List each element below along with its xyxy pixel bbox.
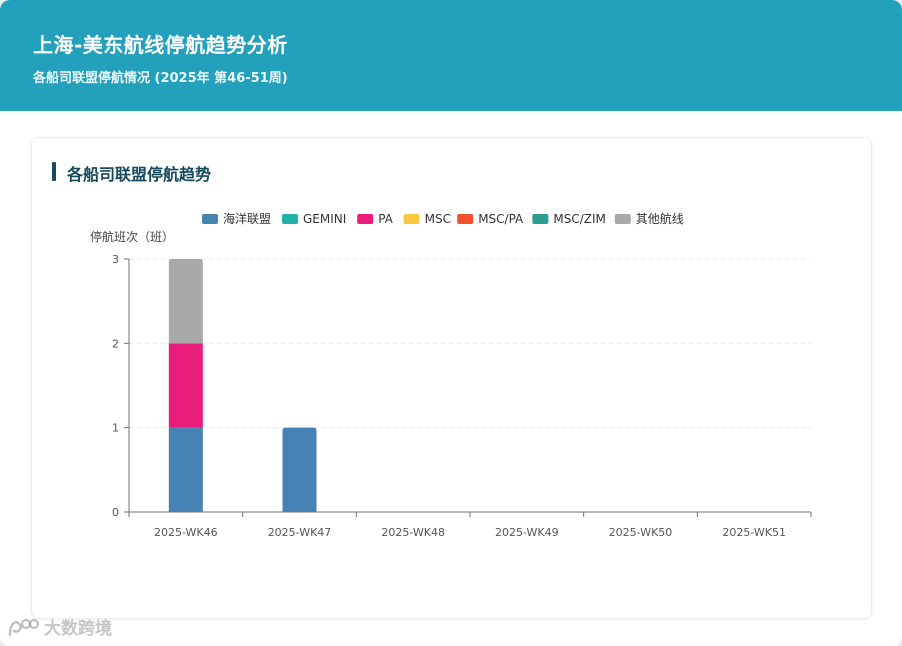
legend-swatch [532,214,549,224]
legend-swatch [403,214,420,224]
stacked-bar-chart: 0 1 2 3 停航班次（班） 2025-WK46 2025-WK47 2025-WK48 20… [90,211,812,539]
x-tick-label: 2025-WK50 [609,526,673,539]
section-accent-bar [52,162,56,181]
y-tick-label: 2 [112,337,119,350]
legend-swatch [457,214,474,224]
x-tick-label: 2025-WK49 [495,526,559,539]
watermark: 大数跨境 [6,614,112,639]
legend-swatch [614,214,631,224]
bar-segment [168,259,203,344]
bar-segment [282,427,317,512]
y-axis-label: 停航班次（班） [90,229,174,244]
legend-label: 其他航线 [636,211,684,226]
page-subtitle: 各船司联盟停航情况 (2025年 第46-51周) [33,71,288,86]
watermark-text: 大数跨境 [44,619,112,639]
x-tick-label: 2025-WK47 [268,526,332,539]
y-tick-label: 1 [112,422,119,435]
bar-segment [168,427,203,512]
chart-card: 各船司联盟停航趋势 0 1 2 3 停航班次（班） 2025-WK46 2025-WK47 2… [31,137,872,619]
legend-swatch [202,214,218,224]
legend-label: GEMINI [303,212,346,226]
legend-label: PA [378,212,393,226]
legend-swatch [357,214,374,224]
x-tick-label: 2025-WK48 [381,526,445,539]
bar-segment [168,343,203,428]
y-tick-label: 0 [112,506,119,519]
legend-label: MSC/PA [478,212,524,226]
section-title: 各船司联盟停航趋势 [67,165,212,184]
legend-label: 海洋联盟 [223,211,271,226]
legend-label: MSC/ZIM [553,212,606,226]
y-tick-label: 3 [112,253,119,266]
page-title: 上海-美东航线停航趋势分析 [33,33,288,57]
legend-label: MSC [425,212,451,226]
x-tick-label: 2025-WK46 [154,526,218,539]
brand-logo-icon [8,618,40,636]
legend-swatch [282,214,298,224]
page-header: 上海-美东航线停航趋势分析 各船司联盟停航情况 (2025年 第46-51周) [0,0,902,111]
x-tick-label: 2025-WK51 [722,526,786,539]
